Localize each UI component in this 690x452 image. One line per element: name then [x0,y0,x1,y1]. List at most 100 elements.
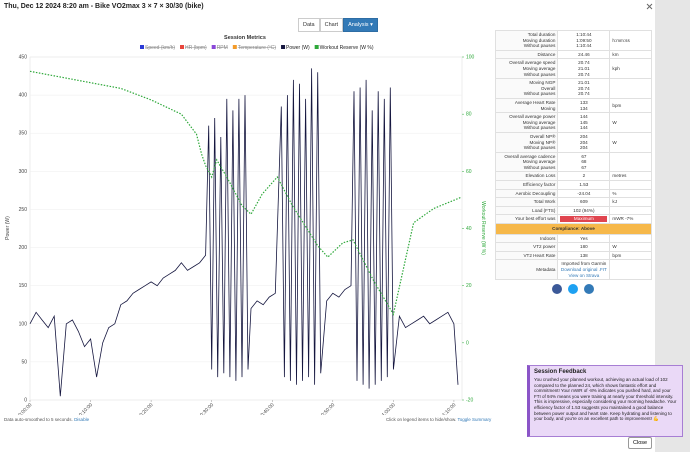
legend-item[interactable]: Power (W) [281,45,310,51]
row-label: Distance [494,49,559,60]
link-icon[interactable] [584,284,594,295]
tab[interactable]: Analysis ▾ [343,18,378,32]
legend-swatch [232,45,237,49]
y2-tick-label: -20 [466,398,473,404]
facebook[interactable] [552,284,562,295]
label-text: Without pauses [523,164,556,170]
legend-item[interactable]: Temperature (ºC) [232,45,277,51]
y-axis-label: Power (W) [5,216,11,240]
twitter[interactable] [568,284,578,295]
label-text: Distance [537,51,556,57]
unit-text: W [612,244,617,250]
label-text: Moving NP® [529,139,556,145]
table-row: Total Work 609 kJ [494,197,652,207]
y-tick-label: 100 [19,321,28,327]
unit-text: % [612,190,617,196]
tab[interactable]: Chart [319,18,344,32]
row-value: 20.74 21.01 20.74 [557,58,611,80]
label-text: Total duration [527,32,556,37]
row-unit: bpm [609,97,652,114]
legend-swatch [281,45,286,49]
row-unit [609,259,652,281]
modal-title: Thu, Dec 12 2024 8:20 am - Bike VO2max 3… [4,3,204,10]
row-unit [609,180,652,190]
legend-item[interactable]: RPM [211,45,228,51]
close-button[interactable]: Close [628,437,653,449]
series-line [29,68,459,397]
table-row: Indoors Yes [494,233,652,244]
row-label: Overall average speed Moving average Witho… [494,58,559,80]
legend-item[interactable]: HR (bpm) [180,45,207,51]
row-unit: W [609,242,652,252]
y-tick-label: 400 [19,93,28,99]
x-tick-label: 0:20:00 [138,402,154,415]
label-text: Indoors [540,235,556,241]
legend-item[interactable]: Speed (km/h) [140,45,175,51]
table-row: Overall average power Moving average Witho… [494,112,652,133]
summary-table: Total duration Moving duration Without pau… [494,30,652,297]
table-row: Overall average speed Moving average Witho… [494,58,652,80]
label-text: Without pauses [523,145,556,151]
table-row: Efficiency factor 1.53 [494,180,652,190]
value-text: Yes [580,235,588,241]
row-value: 1.53 [557,180,611,190]
note: Click on legend items to hide/show. [386,417,457,422]
y2-tick-label: 0 [466,340,469,346]
label-text: Moving average [522,65,556,71]
x-tick-label: 0:40:00 [260,402,276,415]
tab[interactable]: Data [298,18,320,32]
legend-label: HR (bpm) [185,45,207,51]
legend-item[interactable]: Workout Reserve (W %) [314,45,374,51]
label-text: VT2 Heart Rate [523,252,556,258]
close-x[interactable] [646,3,653,10]
footer-right: Click on legend items to hide/show. Togg… [386,417,491,422]
value-text[interactable]: Download original .FIT [560,267,607,272]
y2-tick-label: 100 [466,55,475,61]
value-text: 21.01 [578,80,590,86]
value-text: 1.53 [579,182,589,188]
row-unit: kph [609,58,652,80]
row-unit: W [609,131,652,153]
label-text: Overall average speed [509,60,556,66]
row-unit: h:mm:ss [609,30,652,51]
label-text: Load (FTS) [532,207,556,213]
row-value: 138 [557,250,611,261]
row-label: Load (FTS) [494,205,559,216]
row-label: Your best effort was [494,214,559,225]
label-text: Overall average cadence [504,153,556,159]
row-unit [609,233,652,244]
link[interactable]: Disable [74,417,90,422]
row-label: Indoors [494,233,559,244]
value-text[interactable]: View on Strava [568,272,600,278]
link[interactable]: Toggle Summary [457,417,492,422]
value-text: 20.74 [578,60,590,66]
table-row: Overall NP® Moving NP® Without pauses 204 20… [494,131,652,153]
row-label: VT2 Heart Rate [494,250,559,261]
label-text: Efficiency factor [523,182,556,188]
chart-title: Session Metrics [224,35,266,41]
table-row: Elevation Loss 2 metres [494,171,652,182]
row-value: -24.04 [557,188,611,199]
value-text: 68 [581,159,587,165]
table-row: Total duration Moving duration Without pau… [494,30,652,51]
row-unit: kJ [609,197,652,207]
feedback-text: You crushed your planned workout, achiev… [534,377,677,422]
legend-swatch [140,45,144,49]
value-text: 102 (94%) [573,207,595,213]
x-tick-label: 0:50:00 [320,402,336,415]
chart: Session Metrics Power (W) Workout Reserv… [5,35,486,415]
table-row: Your best effort was Maximum mWR -7% [494,214,652,225]
value-text: 1:10:44 [576,32,592,37]
legend-swatch [211,45,216,49]
unit-text: W [612,119,617,125]
y-tick-label: 50 [21,359,27,365]
value-text: 67 [581,164,587,170]
label-text: Moving average [522,119,556,125]
row-label: Average Heart Rate Moving [494,97,559,114]
x-tick-label: 1:00:00 [381,402,397,415]
y2-tick-label: 80 [466,112,472,118]
unit-text: kJ [612,199,617,205]
value-text: 144 [580,114,588,120]
unit-text: bpm [612,252,622,258]
